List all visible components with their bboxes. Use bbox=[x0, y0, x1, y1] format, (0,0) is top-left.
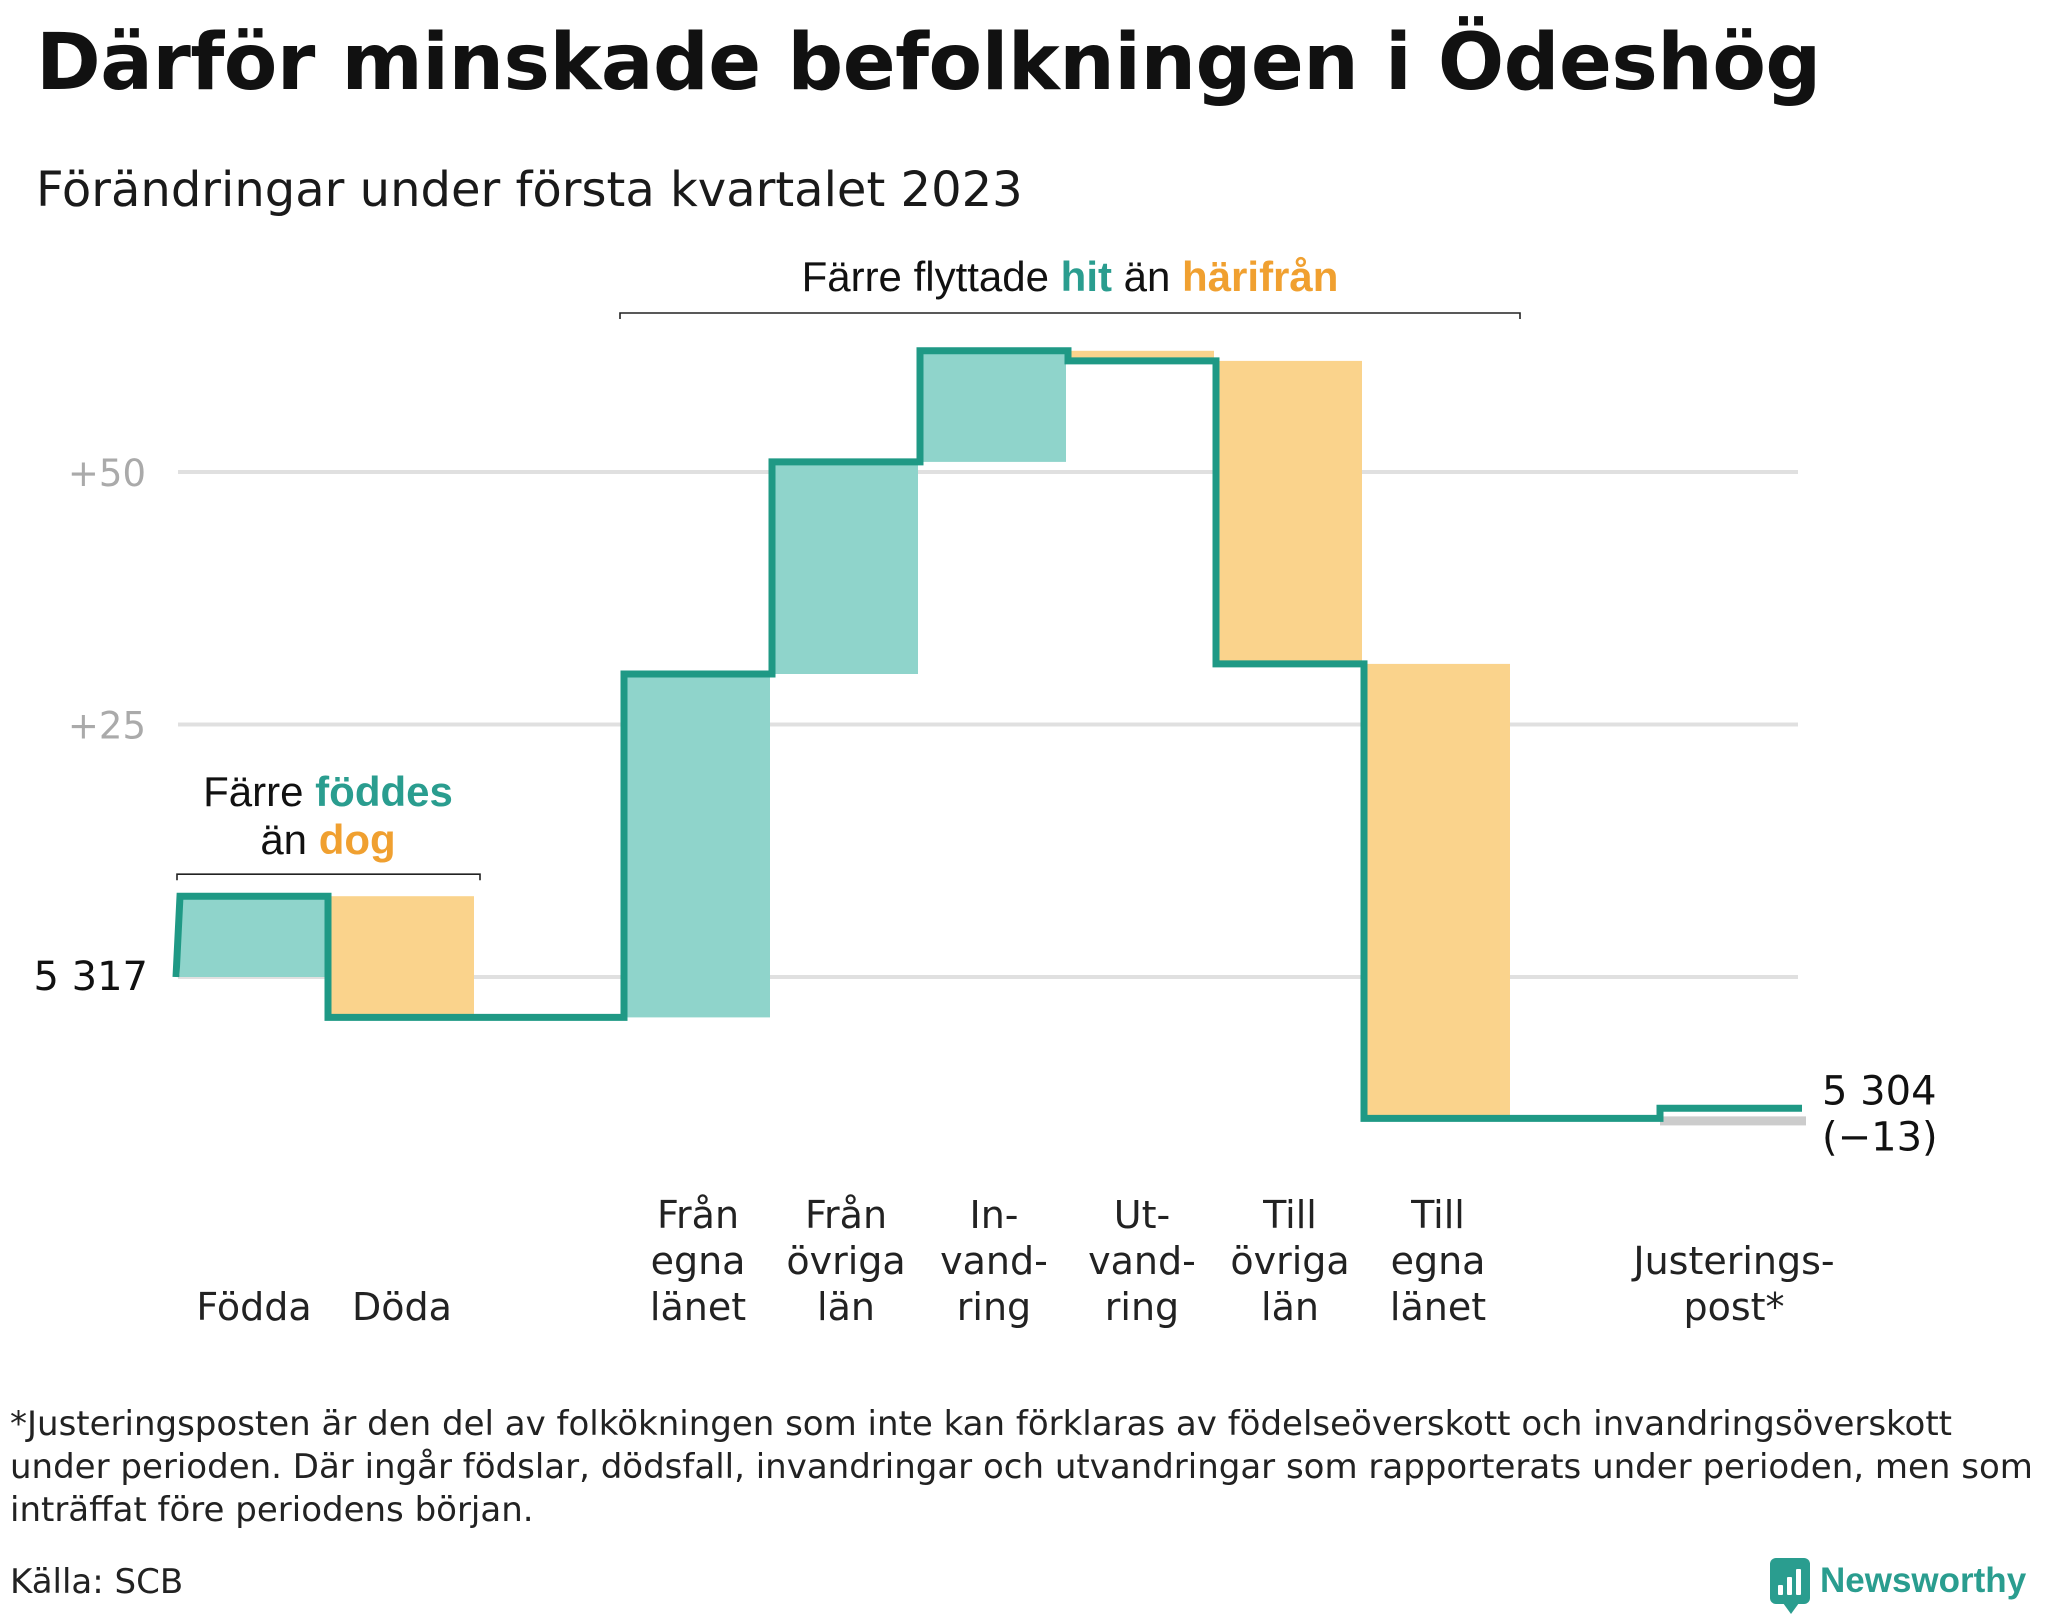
category-label: Ut-vand-ring bbox=[1088, 1193, 1196, 1329]
chart-title: Därför minskade befolkningen i Ödeshög bbox=[36, 18, 1821, 108]
bar-decrease bbox=[1216, 360, 1362, 664]
category-label: In-vand-ring bbox=[940, 1193, 1048, 1329]
newsworthy-logo-icon bbox=[1770, 1558, 1810, 1614]
migration-bracket bbox=[619, 312, 1521, 319]
bar-increase bbox=[624, 674, 770, 1018]
category-label: Födda bbox=[196, 1285, 311, 1329]
y-tick-label: +50 bbox=[68, 452, 146, 495]
bar-increase bbox=[920, 350, 1066, 462]
running-total-line bbox=[172, 347, 1802, 1122]
start-value-label: 5 317 bbox=[33, 954, 148, 1000]
y-tick-label: +25 bbox=[68, 705, 146, 748]
source-note: Källa: SCB bbox=[10, 1562, 184, 1602]
end-change-label: (−13) bbox=[1822, 1114, 1938, 1160]
bar-increase bbox=[772, 461, 918, 674]
category-label: Från övriga län bbox=[786, 1193, 905, 1329]
axis-labels: +25 +50 5 317 Födda Döda Från egna länet Från övr… bbox=[33, 452, 1937, 1329]
bar-decrease bbox=[328, 896, 474, 1018]
brand-logo: Newsworthy bbox=[1770, 1553, 2027, 1614]
category-label: Till övriga län bbox=[1230, 1193, 1349, 1329]
chart-subtitle: Förändringar under första kvartalet 2023 bbox=[36, 162, 1023, 218]
end-value-label: 5 304 bbox=[1822, 1068, 1937, 1114]
brand-name: Newsworthy bbox=[1820, 1561, 2027, 1600]
running-total-path bbox=[172, 347, 1802, 1122]
category-label: Från egna länet bbox=[650, 1193, 746, 1329]
category-label: Justerings-post* bbox=[1631, 1239, 1834, 1329]
births-annotation-line1: Färre föddes bbox=[203, 768, 453, 815]
bar-decrease bbox=[1364, 663, 1510, 1119]
bar-decrease bbox=[1068, 350, 1214, 361]
bar-adjust bbox=[1660, 1116, 1806, 1126]
category-label: Till egna länet bbox=[1390, 1193, 1486, 1329]
births-annotation-line2: än dog bbox=[260, 816, 395, 863]
category-label: Döda bbox=[352, 1285, 452, 1329]
waterfall-chart: +25 +50 5 317 Födda Döda Från egna länet Från övr… bbox=[33, 253, 1937, 1329]
footnote: *Justeringsposten är den del av folkökni… bbox=[10, 1404, 2033, 1530]
bar-increase bbox=[180, 896, 326, 977]
births-bracket bbox=[176, 873, 481, 881]
migration-annotation: Färre flyttade hit än härifrån bbox=[802, 253, 1339, 300]
bars bbox=[180, 350, 1806, 1126]
